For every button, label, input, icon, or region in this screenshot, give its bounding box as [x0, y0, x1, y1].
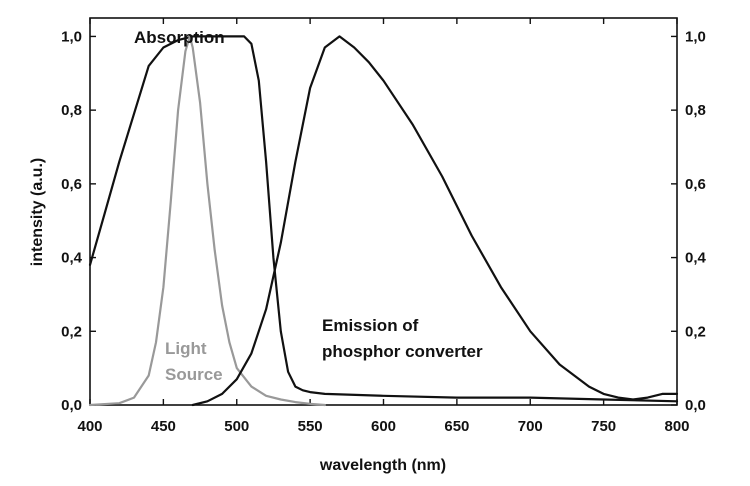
x-tick-label: 600	[371, 418, 396, 435]
y-tick-label-left: 1,0	[61, 28, 82, 45]
x-tick-label: 550	[298, 418, 323, 435]
x-tick-label: 750	[591, 418, 616, 435]
y-axis-title: intensity (a.u.)	[29, 158, 46, 266]
emission-annotation-line2: phosphor converter	[322, 342, 483, 361]
y-tick-label-left: 0,8	[61, 102, 82, 119]
x-tick-label: 400	[77, 418, 102, 435]
y-tick-label-right: 0,6	[685, 176, 706, 193]
y-tick-label-right: 0,2	[685, 323, 706, 340]
y-tick-label-right: 0,4	[685, 250, 707, 267]
x-tick-label: 450	[151, 418, 176, 435]
y-axis-ticks: 0,0 0,0 0,2 0,2 0,4 0,4 0,6 0,6 0,8 0,8 1,0 1,0	[61, 28, 706, 414]
y-tick-label-right: 0,8	[685, 102, 706, 119]
x-axis-title: wavelength (nm)	[319, 457, 446, 474]
x-tick-label: 500	[224, 418, 249, 435]
x-tick-label: 700	[518, 418, 543, 435]
absorption-annotation: Absorption	[134, 28, 225, 47]
series-line-1	[88, 35, 679, 403]
y-tick-label-left: 0,0	[61, 397, 82, 414]
light-source-annotation-line2: Source	[165, 365, 223, 384]
light-source-annotation-line1: Light	[165, 339, 207, 358]
y-tick-label-left: 0,6	[61, 176, 82, 193]
y-tick-label-right: 1,0	[685, 28, 706, 45]
y-tick-label-left: 0,4	[61, 250, 83, 267]
emission-annotation-line1: Emission of	[322, 316, 419, 335]
y-tick-label-left: 0,2	[61, 323, 82, 340]
series-line-3	[191, 35, 679, 407]
y-tick-label-right: 0,0	[685, 397, 706, 414]
series-layer	[88, 35, 679, 407]
x-tick-label: 650	[444, 418, 469, 435]
series-line-2	[88, 35, 326, 407]
x-tick-label: 800	[664, 418, 689, 435]
